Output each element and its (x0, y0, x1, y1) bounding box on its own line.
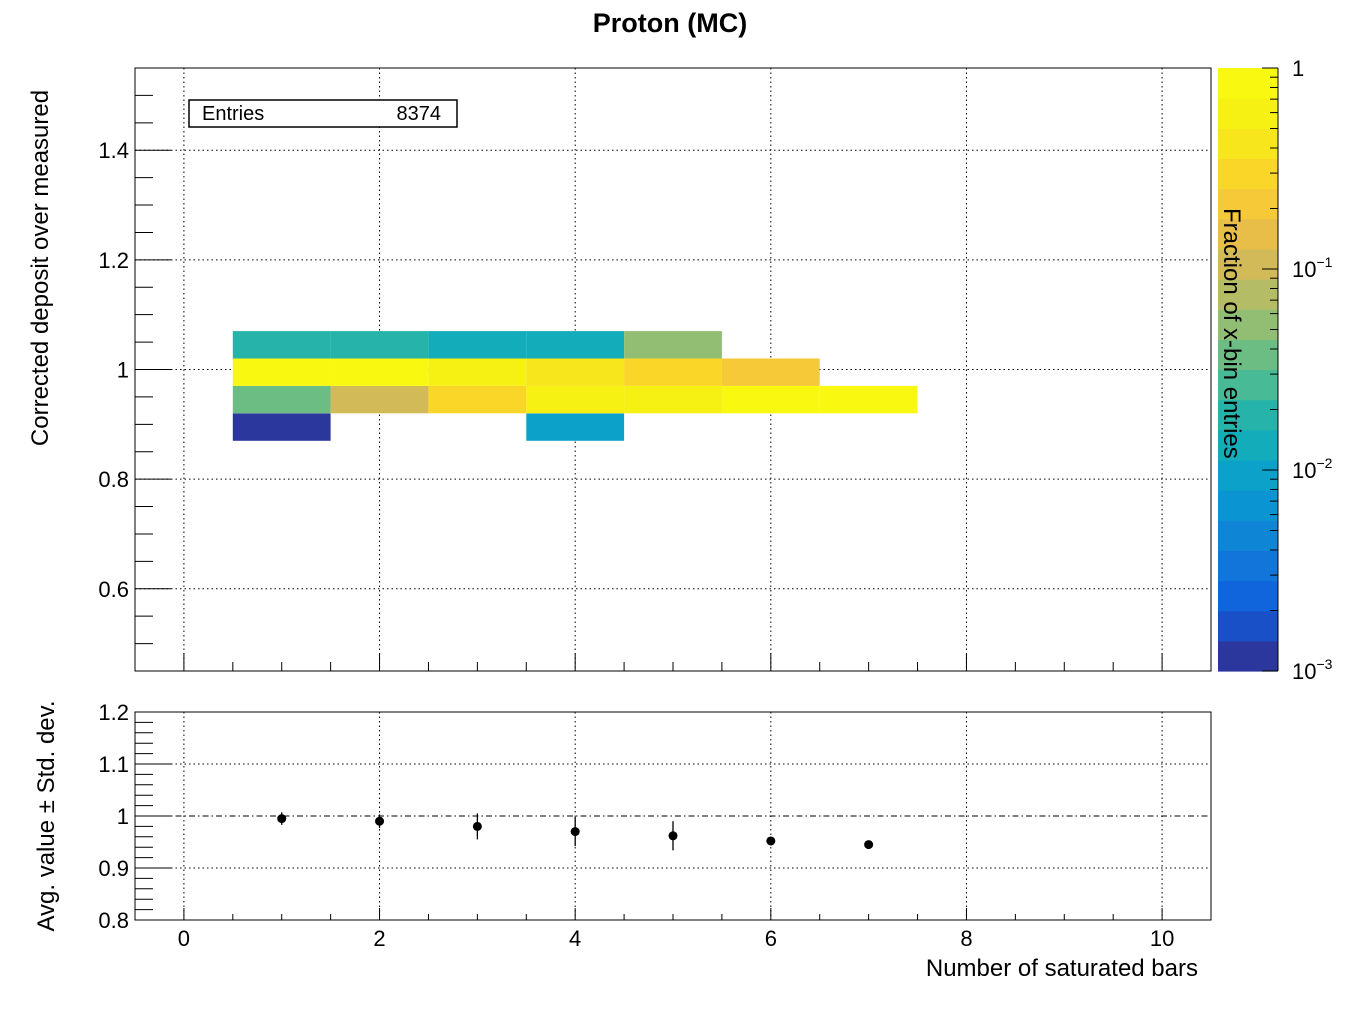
color-scale-ticks (1262, 67, 1279, 672)
heatmap-cell (721, 385, 820, 414)
color-scale-tick-exponent: −3 (1316, 656, 1332, 672)
x-tick-label: 6 (765, 926, 777, 951)
color-scale-tick-label: 1 (1292, 56, 1304, 81)
heatmap-cell (330, 385, 429, 414)
stats-box-frame (188, 99, 458, 128)
color-scale-band (1218, 610, 1278, 642)
heatmap-cell (232, 413, 331, 441)
heatmap-cell (624, 385, 722, 414)
heatmap-cell (428, 358, 527, 386)
bottom-y-tick-label: 0.8 (98, 908, 129, 933)
heatmap-cell (526, 385, 625, 414)
color-scale-label: Fraction of x-bin entries (1218, 208, 1245, 459)
color-scale-band (1218, 429, 1278, 461)
profile-point (472, 821, 482, 831)
bottom-grid (135, 712, 1211, 920)
stats-box: Entries 8374 (188, 99, 458, 128)
heatmap-cell (330, 331, 429, 359)
color-scale (1218, 68, 1278, 672)
profile-point (864, 840, 874, 850)
heatmap-cells (232, 331, 918, 441)
color-scale-band (1218, 580, 1278, 612)
color-scale-band (1218, 68, 1278, 99)
heatmap-cell (232, 358, 331, 386)
color-scale-band (1218, 520, 1278, 551)
color-scale-band (1218, 490, 1278, 521)
top-y-tick-labels: 0.6 0.8 1 1.2 1.4 (98, 138, 129, 602)
heatmap-cell (232, 385, 331, 414)
color-scale-tick-exponent: −1 (1316, 254, 1332, 270)
x-tick-labels: 0 2 4 6 8 10 (178, 926, 1175, 951)
color-scale-band (1218, 188, 1278, 220)
profile-point (375, 816, 385, 826)
bottom-axis-ticks (135, 711, 1163, 921)
color-scale-band (1218, 369, 1278, 401)
heatmap-cell (819, 385, 918, 414)
heatmap-cell (526, 358, 625, 386)
heatmap-cell (721, 358, 820, 386)
color-scale-band (1218, 218, 1278, 250)
bottom-y-axis-label: Avg. value ± Std. dev. (33, 700, 60, 931)
heatmap-cell (624, 358, 722, 386)
color-scale-tick-label: 10−1 (1292, 254, 1333, 282)
color-scale-tick-labels: 1 10−1 10−2 10−3 (1292, 56, 1333, 684)
profile-point (668, 831, 678, 841)
stats-entries-value: 8374 (397, 103, 442, 125)
bottom-y-tick-labels: 0.8 0.9 1 1.1 1.2 (98, 700, 129, 933)
color-scale-band (1218, 550, 1278, 582)
chart-title: Proton (MC) (593, 8, 747, 38)
color-scale-tick-exponent: −2 (1316, 455, 1332, 471)
heatmap-cell (526, 413, 625, 441)
stats-entries-label: Entries (202, 103, 264, 125)
bottom-y-tick-label: 1 (117, 804, 129, 829)
top-axis-ticks (135, 67, 1163, 672)
top-y-axis-label: Corrected deposit over measured (27, 90, 54, 446)
color-scale-band (1218, 128, 1278, 160)
top-y-tick-label: 1.2 (98, 248, 129, 273)
x-tick-label: 8 (960, 926, 972, 951)
profile-points (277, 812, 874, 851)
heatmap-cell (428, 331, 527, 359)
color-scale-band (1218, 309, 1278, 340)
color-scale-band (1218, 248, 1278, 280)
profile-point (277, 814, 287, 824)
top-y-tick-label: 1 (117, 358, 129, 383)
top-y-tick-label: 0.6 (98, 577, 129, 602)
heatmap-cell (232, 331, 331, 359)
bottom-y-tick-label: 0.9 (98, 856, 129, 881)
profile-point (766, 836, 776, 846)
top-y-tick-label: 1.4 (98, 138, 129, 163)
color-scale-tick-label: 10−2 (1292, 455, 1333, 483)
color-scale-tick-label: 10−3 (1292, 656, 1333, 684)
bottom-y-tick-label: 1.2 (98, 700, 129, 725)
color-scale-band (1218, 158, 1278, 190)
heatmap-cell (624, 331, 722, 359)
color-scale-band (1218, 399, 1278, 431)
x-tick-label: 2 (373, 926, 385, 951)
bottom-y-tick-label: 1.1 (98, 752, 129, 777)
x-axis-label: Number of saturated bars (926, 955, 1198, 982)
top-y-tick-label: 0.8 (98, 467, 129, 492)
x-tick-label: 10 (1150, 926, 1174, 951)
color-scale-band (1218, 98, 1278, 129)
heatmap-cell (526, 331, 625, 359)
heatmap-cell (330, 358, 429, 386)
profile-point (570, 827, 580, 837)
color-scale-band (1218, 459, 1278, 491)
color-scale-band (1218, 640, 1278, 672)
color-scale-band (1218, 279, 1278, 310)
color-scale-band (1218, 339, 1278, 371)
heatmap-cell (428, 385, 527, 414)
x-tick-label: 4 (569, 926, 581, 951)
x-tick-label: 0 (178, 926, 190, 951)
